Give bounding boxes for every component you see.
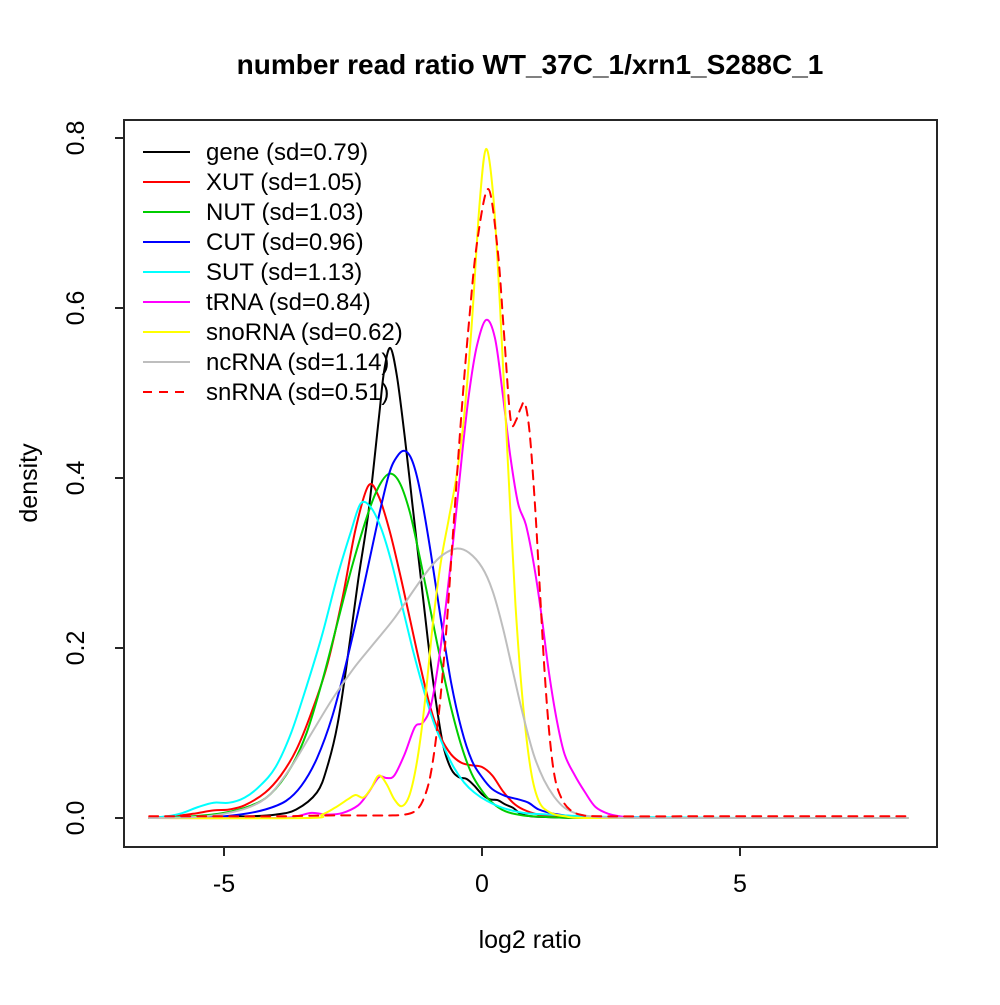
chart-title: number read ratio WT_37C_1/xrn1_S288C_1 — [237, 49, 824, 80]
y-tick-label: 0.0 — [62, 801, 90, 836]
density-curve-ncRNA — [148, 547, 909, 820]
y-tick-label: 0.2 — [62, 631, 90, 666]
y-tick-label: 0.6 — [62, 291, 90, 326]
legend-label-tRNA: tRNA (sd=0.84) — [206, 289, 371, 316]
legend: gene (sd=0.79) XUT (sd=1.05) NUT (sd=1.03)… — [143, 139, 403, 406]
x-tick-label: 5 — [733, 870, 747, 898]
y-tick-label: 0.4 — [62, 461, 90, 496]
density-curve-SUT — [148, 500, 909, 820]
density-curve-CUT — [148, 449, 909, 820]
legend-label-ncRNA: ncRNA (sd=1.14) — [206, 349, 389, 376]
x-tick-label: 0 — [475, 870, 489, 898]
x-tick-label: -5 — [213, 870, 235, 898]
plot-box — [123, 119, 938, 848]
legend-label-SUT: SUT (sd=1.13) — [206, 259, 362, 286]
density-curve-snRNA — [148, 187, 909, 818]
legend-label-snoRNA: snoRNA (sd=0.62) — [206, 319, 403, 346]
y-axis-title: density — [15, 443, 43, 523]
legend-label-NUT: NUT (sd=1.03) — [206, 199, 364, 226]
x-axis-title: log2 ratio — [479, 926, 582, 954]
axes-layer: -5 0 5 0.0 0.2 0.4 0.6 0.8 — [62, 121, 747, 898]
legend-label-XUT: XUT (sd=1.05) — [206, 169, 362, 196]
legend-label-CUT: CUT (sd=0.96) — [206, 229, 364, 256]
curves-layer — [148, 147, 909, 820]
y-tick-label: 0.8 — [62, 121, 90, 156]
legend-label-snRNA: snRNA (sd=0.51) — [206, 379, 389, 406]
density-curve-tRNA — [148, 318, 909, 820]
density-curve-NUT — [148, 472, 909, 820]
legend-label-gene: gene (sd=0.79) — [206, 139, 368, 166]
